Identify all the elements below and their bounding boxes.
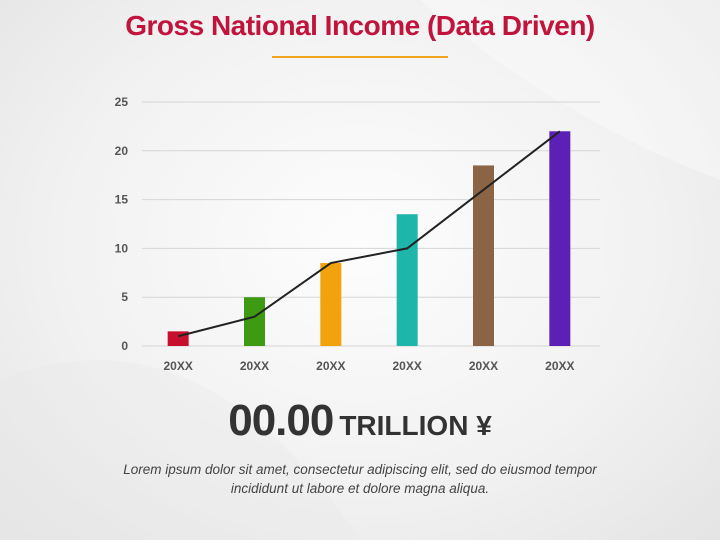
headline-value: 00.00 TRILLION ¥ [0,396,720,446]
x-axis-ticks: 20XX 20XX 20XX 20XX 20XX 20XX [163,359,574,373]
bar [244,297,265,346]
x-tick-label: 20XX [469,359,498,373]
trend-line [177,130,561,338]
y-tick-label: 0 [121,339,128,353]
y-tick-label: 20 [115,144,129,158]
bar [396,214,418,346]
x-tick-label: 20XX [240,359,269,373]
bar-chart: 0 5 10 15 20 25 20XX 20XX 20XX 20XX 20XX 20XX [115,95,600,373]
y-axis-ticks: 0 5 10 15 20 25 [115,95,129,353]
chart-title: Gross National Income (Data Driven) [125,10,595,41]
gridlines [142,101,600,347]
x-tick-label: 20XX [163,359,192,373]
headline-unit: TRILLION ¥ [339,410,492,441]
bar [549,131,571,346]
bars [167,131,571,346]
y-tick-label: 15 [115,193,129,207]
description-text: Lorem ipsum dolor sit amet, consectetur … [123,462,597,496]
trend-line-group [177,130,561,338]
y-tick-label: 10 [115,241,129,255]
bar [473,165,494,346]
headline-number: 00.00 [228,396,334,445]
x-tick-label: 20XX [545,359,574,373]
x-tick-label: 20XX [316,359,345,373]
title-underline [272,56,448,58]
x-tick-label: 20XX [392,359,421,373]
bar [320,263,342,346]
y-tick-label: 25 [115,95,129,109]
y-tick-label: 5 [121,290,128,304]
